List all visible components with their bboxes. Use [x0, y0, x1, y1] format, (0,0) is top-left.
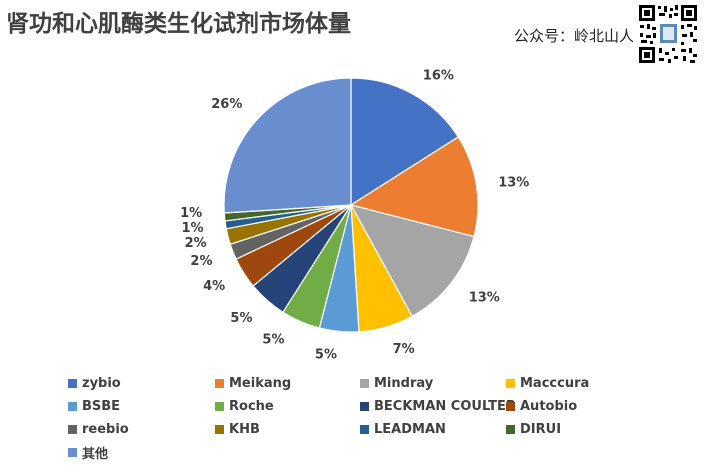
- legend-item: Roche: [215, 397, 360, 416]
- pie-slice-mindray: [349, 204, 475, 318]
- data-label-khb: 2%: [185, 236, 207, 251]
- data-label-meikang: 13%: [498, 176, 529, 191]
- legend-swatch: [68, 402, 77, 411]
- pie-slice-meikang: [349, 136, 479, 238]
- qr-code-icon: [637, 3, 699, 65]
- legend-swatch: [360, 402, 369, 411]
- legend-item: Autobio: [506, 397, 656, 416]
- legend-swatch: [506, 425, 515, 434]
- legend-swatch: [68, 448, 77, 457]
- legend-label: KHB: [229, 422, 260, 437]
- legend-item: DIRUI: [506, 420, 656, 439]
- chart-legend: zybio Meikang Mindray Macccura BSBE Roche BECK…: [68, 374, 688, 462]
- legend-label: Macccura: [520, 376, 590, 391]
- legend-item: 其他: [68, 443, 215, 462]
- legend-item: BECKMAN COULTER: [360, 397, 516, 416]
- pie-slices: [223, 77, 479, 333]
- legend-label: Roche: [229, 399, 274, 414]
- legend-swatch: [360, 379, 369, 388]
- legend-swatch: [360, 425, 369, 434]
- legend-item: Macccura: [506, 374, 656, 393]
- legend-label: Autobio: [520, 399, 578, 414]
- watermark-text: 公众号：岭北山人: [514, 27, 635, 45]
- legend-item: Mindray: [360, 374, 506, 393]
- data-label-reebio: 2%: [190, 254, 212, 269]
- legend-swatch: [68, 425, 77, 434]
- data-label-bsbe: 5%: [315, 347, 337, 362]
- data-label-dirui: 1%: [180, 206, 202, 221]
- legend-label: DIRUI: [520, 422, 562, 437]
- legend-swatch: [68, 379, 77, 388]
- legend-item: reebio: [68, 420, 215, 439]
- data-label-beckman-coulter: 5%: [230, 311, 252, 326]
- data-label-zybio: 16%: [423, 68, 454, 83]
- legend-label: zybio: [82, 376, 121, 391]
- legend-item: BSBE: [68, 397, 215, 416]
- legend-label: LEADMAN: [374, 422, 446, 437]
- data-label-macccura: 7%: [393, 342, 415, 357]
- data-label-autobio: 4%: [203, 279, 225, 294]
- legend-item: zybio: [68, 374, 215, 393]
- legend-label: BECKMAN COULTER: [374, 399, 516, 414]
- pie-slice-其他: [223, 77, 352, 214]
- legend-label: BSBE: [82, 399, 121, 414]
- legend-label: Mindray: [374, 376, 434, 391]
- pie-slice-zybio: [350, 77, 460, 207]
- legend-swatch: [215, 425, 224, 434]
- legend-swatch: [506, 402, 515, 411]
- data-label-mindray: 13%: [469, 290, 500, 305]
- legend-item: LEADMAN: [360, 420, 506, 439]
- data-label-roche: 5%: [262, 332, 284, 347]
- legend-swatch: [215, 402, 224, 411]
- legend-item: KHB: [215, 420, 360, 439]
- legend-item: Meikang: [215, 374, 360, 393]
- data-label-其他: 26%: [211, 97, 242, 112]
- legend-label: Meikang: [229, 376, 292, 391]
- legend-label: 其他: [82, 447, 109, 462]
- chart-title: 肾功和心肌酶类生化试剂市场体量: [6, 11, 351, 37]
- legend-label: reebio: [82, 422, 129, 437]
- legend-swatch: [215, 379, 224, 388]
- legend-swatch: [506, 379, 515, 388]
- data-label-leadman: 1%: [182, 221, 204, 236]
- pie-labels: 16%13%13%7%5%5%5%4%2%2%1%1%26%: [180, 68, 529, 362]
